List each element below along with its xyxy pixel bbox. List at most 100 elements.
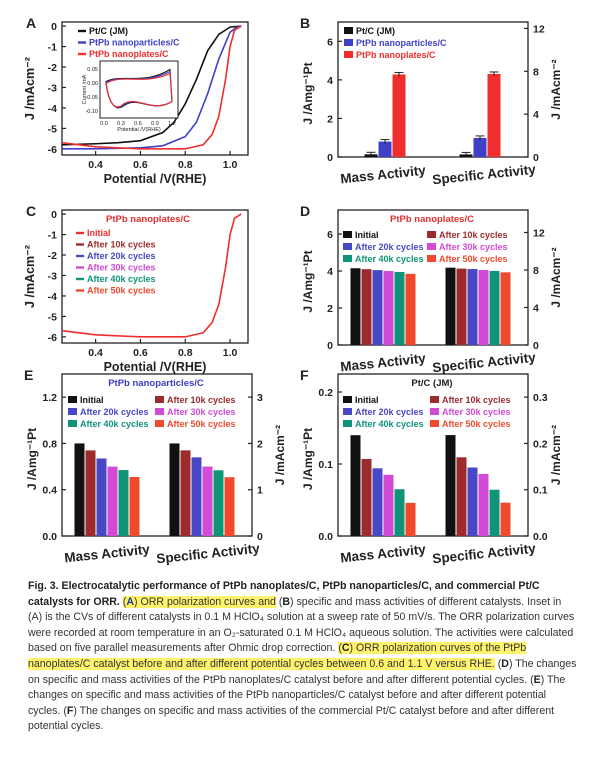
inset-x-axis-label: Potential /V(RHE) [117, 127, 161, 133]
bar [500, 502, 511, 536]
legend-swatch [343, 396, 352, 403]
bar [361, 458, 372, 536]
legend-label: Initial [87, 228, 111, 238]
y2-tick-label: 12 [533, 228, 545, 240]
y-tick-label: -2 [48, 62, 57, 74]
bar [224, 477, 235, 536]
x-axis-label: Potential /V(RHE) [104, 360, 207, 374]
y2-axis-label: J /mAcm⁻² [549, 425, 563, 485]
legend-swatch [343, 408, 352, 415]
y-axis-label: J /mAcm⁻² [23, 245, 37, 308]
legend-swatch [430, 408, 439, 415]
y-tick-label: -1 [48, 42, 57, 54]
panel-title: PtPb nanoplates/C [106, 214, 190, 225]
y-tick-label: -1 [48, 230, 57, 242]
caption-d-label: D [501, 657, 509, 670]
caption-a-label: A [126, 595, 134, 608]
legend-label: After 50k cycles [167, 419, 236, 429]
bar [361, 269, 372, 345]
panel-E-frame [61, 373, 253, 537]
y-tick-label: 6 [327, 229, 333, 241]
panel-D-letter: D [300, 203, 310, 219]
bar [213, 470, 224, 536]
y-tick-label: 0.0 [42, 531, 57, 543]
bar [478, 270, 489, 345]
bar [350, 268, 361, 345]
legend-swatch [68, 420, 77, 427]
bar [118, 470, 129, 536]
bar [169, 443, 180, 536]
bar [487, 73, 501, 157]
y2-axis-label: J /mAcm⁻² [273, 425, 287, 485]
legend-label: PtPb nanoparticles/C [356, 38, 447, 48]
bar [383, 271, 394, 345]
legend-label: After 40k cycles [355, 254, 424, 264]
bar [372, 468, 383, 536]
legend-label: Pt/C (JM) [356, 26, 395, 36]
y2-tick-label: 2 [257, 438, 263, 450]
legend-label: After 40k cycles [80, 419, 149, 429]
panel-title: PtPb nanoplates/C [390, 214, 474, 225]
legend-label: After 50k cycles [439, 254, 508, 264]
panel-D-frame [337, 209, 529, 346]
bar [85, 450, 96, 536]
legend-label: Initial [80, 395, 104, 405]
bar [107, 466, 118, 536]
y2-tick-label: 0.3 [533, 392, 548, 404]
y-tick-label: -3 [48, 270, 57, 282]
caption-c-label: C [341, 642, 350, 655]
series-line [61, 25, 242, 150]
y-tick-label: 6 [327, 36, 333, 48]
bar [467, 467, 478, 536]
inset-y-axis-label: Current /mA [82, 74, 88, 104]
legend-swatch [155, 408, 164, 415]
y-axis-label: J /Amg⁻¹Pt [301, 62, 315, 124]
legend-label: After 30k cycles [442, 407, 511, 417]
inset-frame [99, 60, 179, 119]
bar [456, 457, 467, 536]
inset-cv-curve [105, 72, 173, 108]
caption-f-label: F [66, 704, 74, 717]
inset-y-tick-label: 0.05 [87, 67, 98, 73]
caption-a-highlight: (A) ORR polarization curves and [122, 595, 276, 608]
x-tick-label: 0.4 [88, 159, 103, 171]
inset-x-tick-label: 0.0 [100, 121, 108, 127]
legend-label: After 10k cycles [439, 230, 508, 240]
y2-tick-label: 4 [533, 303, 539, 315]
y2-tick-label: 0 [533, 152, 539, 164]
x-tick-label: 0.4 [88, 347, 103, 359]
panel-title: Pt/C (JM) [411, 378, 452, 389]
y-axis-label: J /Amg⁻¹Pt [301, 250, 315, 312]
legend-swatch [68, 408, 77, 415]
x-tick-label: 0.6 [133, 347, 148, 359]
legend-swatch [343, 255, 352, 262]
bar [191, 457, 202, 536]
panel-A-frame [61, 21, 249, 156]
y-tick-label: 0.0 [318, 531, 333, 543]
figure-caption: Fig. 3. Electrocatalytic performance of … [28, 580, 577, 733]
bar [445, 435, 456, 536]
legend-label: PtPb nanoplates/C [89, 49, 169, 59]
bar [96, 458, 107, 536]
legend-label: After 10k cycles [442, 395, 511, 405]
legend-swatch [344, 39, 353, 46]
legend-swatch [430, 420, 439, 427]
legend-label: Pt/C (JM) [89, 26, 128, 36]
bar [489, 489, 500, 536]
caption-d-text: ) The changes on specific and mass activ… [28, 657, 577, 686]
bar [445, 267, 456, 345]
y-tick-label: 2 [327, 303, 333, 315]
legend-label: PtPb nanoparticles/C [89, 38, 180, 48]
caption-e-text: ) The changes on specific and mass activ… [28, 673, 566, 717]
y2-tick-label: 8 [533, 265, 539, 277]
bar [129, 476, 140, 536]
legend-label: After 50k cycles [442, 419, 511, 429]
legend-swatch [343, 243, 352, 250]
y-tick-label: 0.2 [318, 387, 333, 399]
inset-x-tick-label: 0.9 [151, 121, 159, 127]
y-tick-label: 1.2 [42, 392, 57, 404]
inset-x-tick-label: 0.6 [134, 121, 142, 127]
panel-E-letter: E [24, 367, 33, 383]
bar [467, 269, 478, 345]
caption-b-label: B [282, 595, 291, 608]
